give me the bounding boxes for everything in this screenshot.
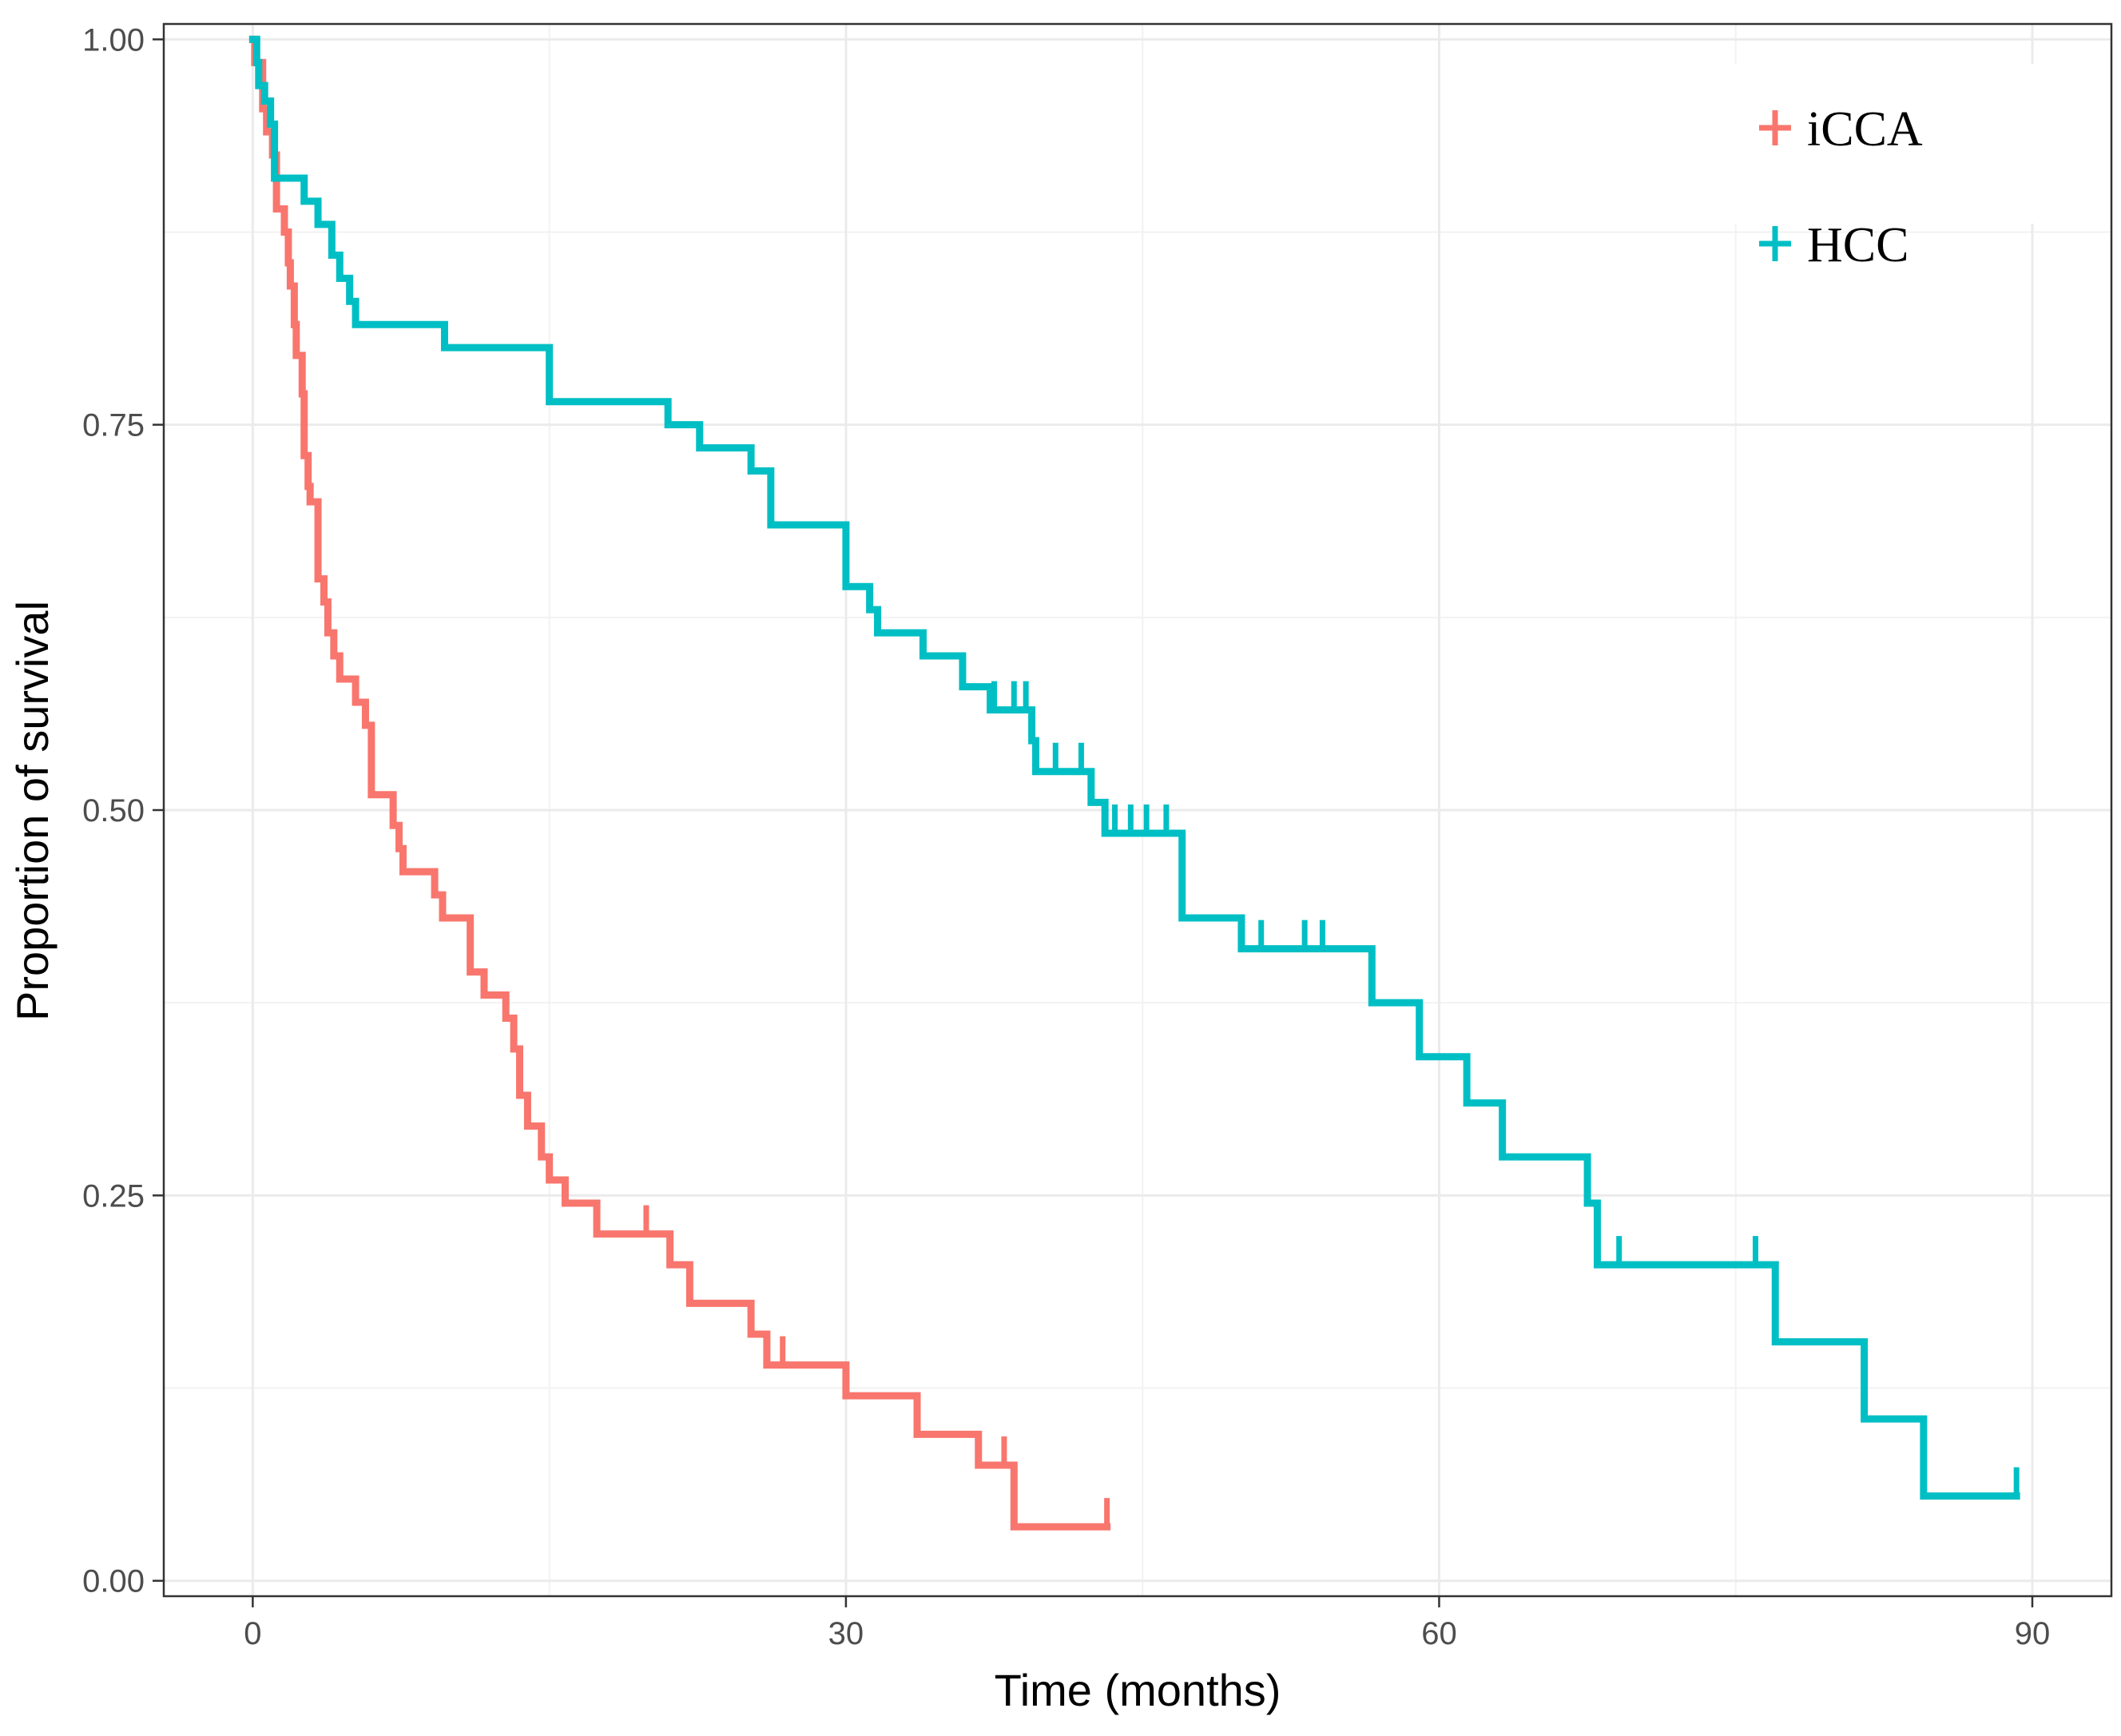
legend-key-icca bbox=[1759, 110, 1791, 145]
y-axis-ticks: 0.00 0.25 0.50 0.75 1.00 bbox=[82, 22, 164, 1599]
legend-label-icca: iCCA bbox=[1807, 102, 1923, 157]
legend-background bbox=[1726, 64, 2107, 224]
y-tick-label: 0.00 bbox=[82, 1564, 145, 1599]
series-line-hcc bbox=[248, 35, 2020, 1500]
y-tick-label: 0.50 bbox=[82, 793, 145, 828]
legend-key-hcc bbox=[1759, 226, 1791, 261]
x-axis-ticks: 0 30 60 90 bbox=[244, 1596, 2050, 1651]
y-tick-label: 0.75 bbox=[82, 408, 145, 443]
x-tick-label: 60 bbox=[1421, 1616, 1457, 1651]
legend-label-hcc: HCC bbox=[1807, 218, 1909, 272]
y-tick-label: 0.25 bbox=[82, 1178, 145, 1214]
y-tick-label: 1.00 bbox=[82, 22, 145, 58]
grid-major bbox=[164, 24, 2111, 1596]
series-layer bbox=[248, 35, 2020, 1531]
x-tick-label: 90 bbox=[2015, 1616, 2051, 1651]
x-tick-label: 0 bbox=[244, 1616, 261, 1651]
series-line-icca bbox=[248, 35, 1111, 1531]
y-axis-title: Proportion of survival bbox=[7, 601, 58, 1021]
legend: iCCA HCC bbox=[1726, 64, 2107, 272]
x-tick-label: 30 bbox=[828, 1616, 864, 1651]
x-axis-title: Time (months) bbox=[995, 1665, 1281, 1715]
